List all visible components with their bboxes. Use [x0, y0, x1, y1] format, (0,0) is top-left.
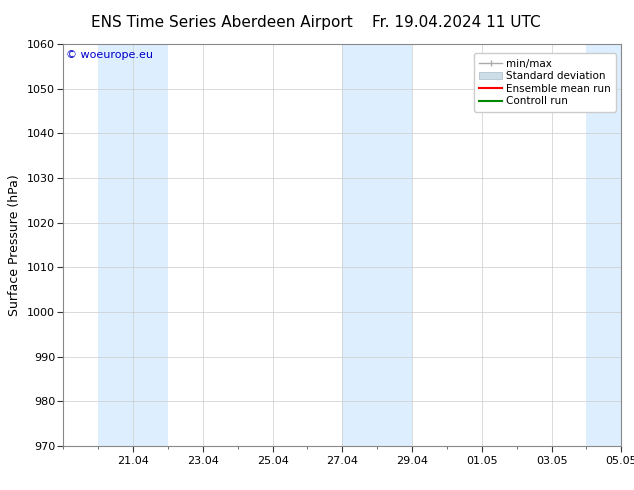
Bar [342, 44, 412, 446]
Bar [98, 44, 168, 446]
Text: ENS Time Series Aberdeen Airport: ENS Time Series Aberdeen Airport [91, 15, 353, 30]
Bar [586, 44, 621, 446]
Y-axis label: Surface Pressure (hPa): Surface Pressure (hPa) [8, 174, 22, 316]
Legend: min/max, Standard deviation, Ensemble mean run, Controll run: min/max, Standard deviation, Ensemble me… [474, 53, 616, 112]
Text: Fr. 19.04.2024 11 UTC: Fr. 19.04.2024 11 UTC [372, 15, 541, 30]
Text: © woeurope.eu: © woeurope.eu [66, 50, 153, 60]
